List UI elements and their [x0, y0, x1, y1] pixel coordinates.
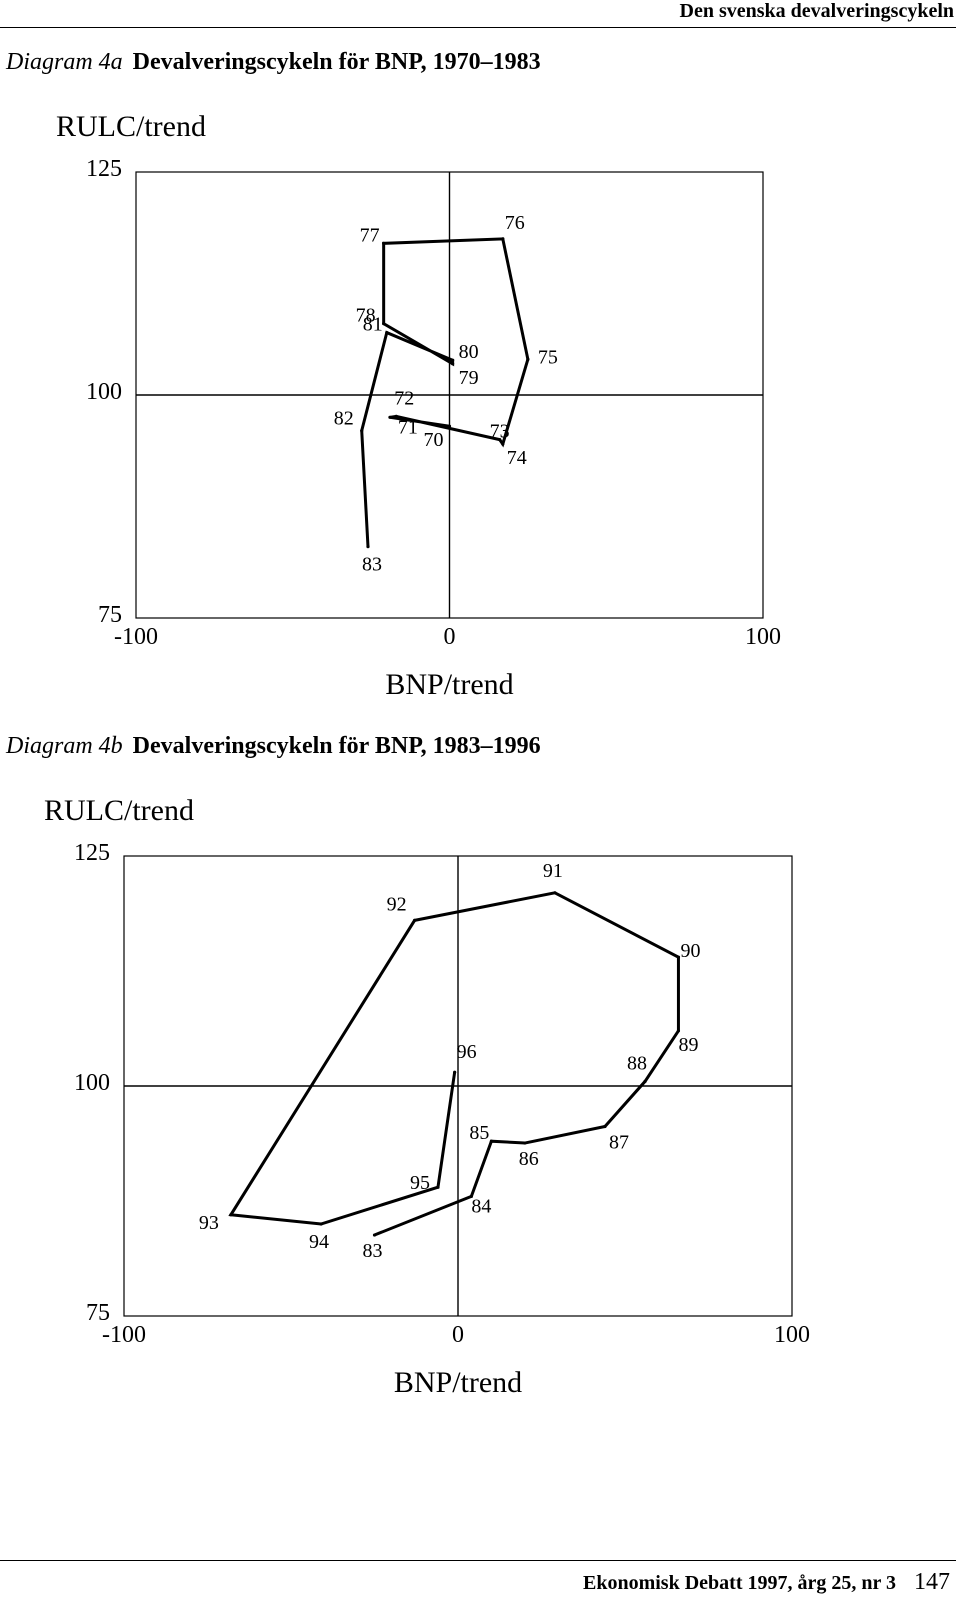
y-tick-label: 100 [86, 379, 122, 405]
x-tick-label: -100 [114, 624, 158, 650]
data-point-78 [382, 322, 386, 326]
data-point-95 [436, 1185, 440, 1189]
y-tick-label: 125 [74, 840, 110, 866]
point-label-83: 83 [362, 554, 382, 576]
data-point-81 [385, 330, 389, 335]
journal-citation: Ekonomisk Debatt 1997, årg 25, nr 3 [583, 1572, 896, 1594]
chart-4b: RULC/trend BNP/trend 125 100 75-100 0 100 83 84 8… [44, 794, 810, 1399]
diagram-title: Devalveringscykeln för BNP, 1970–1983 [132, 49, 541, 75]
point-label-78: 78 [356, 305, 376, 327]
y-axis-title: RULC/trend [44, 794, 194, 827]
point-label-87: 87 [609, 1131, 629, 1153]
point-label-89: 89 [678, 1034, 698, 1056]
y-tick-label: 125 [86, 156, 122, 182]
x-tick-label: -100 [102, 1322, 146, 1348]
point-label-93: 93 [199, 1212, 219, 1234]
chart-caption-4b: Diagram 4b Devalveringscykeln för BNP, 19… [6, 733, 541, 760]
data-point-86 [523, 1141, 527, 1145]
data-point-93 [229, 1213, 233, 1217]
data-point-90 [676, 955, 681, 959]
point-label-92: 92 [387, 893, 407, 915]
point-label-71: 71 [398, 416, 418, 438]
data-point-88 [643, 1079, 647, 1083]
data-point-89 [676, 1029, 681, 1033]
point-label-75: 75 [538, 346, 558, 368]
data-point-79 [451, 362, 455, 366]
data-point-83 [366, 545, 370, 549]
point-label-81: 81 [363, 314, 383, 336]
point-label-73: 73 [490, 421, 510, 443]
point-label-94: 94 [309, 1231, 329, 1253]
chart-caption-4a: Diagram 4a Devalveringscykeln för BNP, 19… [6, 49, 541, 76]
point-label-74: 74 [507, 447, 527, 469]
data-point-92 [412, 918, 417, 922]
point-label-83: 83 [363, 1240, 383, 1262]
x-tick-label: 100 [774, 1322, 810, 1348]
diagram-title: Devalveringscykeln för BNP, 1983–1996 [132, 733, 541, 759]
point-label-79: 79 [459, 367, 479, 389]
data-point-91 [553, 891, 557, 895]
point-label-95: 95 [410, 1172, 430, 1194]
x-axis-title: BNP/trend [385, 668, 513, 701]
data-point-71 [388, 415, 392, 419]
data-point-72 [394, 414, 398, 419]
data-point-70 [447, 424, 452, 428]
point-label-85: 85 [469, 1122, 489, 1144]
point-label-91: 91 [543, 860, 563, 882]
point-label-82: 82 [334, 408, 354, 430]
x-tick-label: 100 [745, 624, 781, 650]
point-label-76: 76 [505, 212, 525, 234]
header-rule [0, 27, 956, 28]
point-label-70: 70 [424, 429, 444, 451]
data-point-73 [498, 438, 502, 442]
point-label-88: 88 [627, 1052, 647, 1074]
cycle-path [228, 891, 680, 1237]
y-tick-label: 75 [98, 602, 122, 628]
point-label-90: 90 [680, 940, 700, 962]
y-tick-label: 100 [74, 1070, 110, 1096]
data-point-76 [501, 237, 505, 241]
page-footer: Ekonomisk Debatt 1997, årg 25, nr 3 147 [583, 1569, 950, 1596]
diagram-number: Diagram 4b [6, 733, 123, 759]
footer-rule [0, 1560, 956, 1561]
data-point-77 [382, 241, 386, 245]
data-point-74 [501, 442, 505, 446]
data-point-75 [526, 357, 530, 361]
diagram-number: Diagram 4a [6, 49, 123, 75]
page-number: 147 [914, 1569, 950, 1595]
x-tick-label: 0 [444, 624, 456, 650]
y-axis-title: RULC/trend [56, 110, 206, 143]
data-point-84 [469, 1194, 473, 1198]
data-point-80 [451, 358, 455, 362]
running-head: Den svenska devalveringscykeln [679, 0, 954, 22]
data-point-82 [360, 429, 364, 433]
cycle-path [360, 237, 530, 547]
x-tick-label: 0 [452, 1322, 464, 1348]
point-label-72: 72 [394, 387, 414, 409]
data-point-94 [319, 1222, 323, 1226]
data-point-85 [489, 1139, 493, 1143]
point-label-96: 96 [457, 1041, 477, 1063]
point-label-86: 86 [519, 1148, 539, 1170]
point-label-84: 84 [471, 1195, 491, 1217]
data-point-87 [603, 1124, 607, 1129]
point-label-77: 77 [360, 224, 380, 246]
point-label-80: 80 [459, 341, 479, 363]
x-axis-title: BNP/trend [394, 1366, 522, 1399]
data-point-96 [453, 1070, 457, 1074]
y-tick-label: 75 [86, 1300, 110, 1326]
data-point-83 [372, 1233, 377, 1237]
